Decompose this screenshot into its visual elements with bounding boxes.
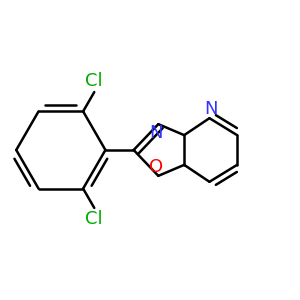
Text: N: N bbox=[149, 124, 163, 142]
Text: O: O bbox=[149, 158, 163, 176]
Text: Cl: Cl bbox=[85, 210, 103, 228]
Text: N: N bbox=[204, 100, 218, 118]
Text: Cl: Cl bbox=[85, 72, 103, 90]
